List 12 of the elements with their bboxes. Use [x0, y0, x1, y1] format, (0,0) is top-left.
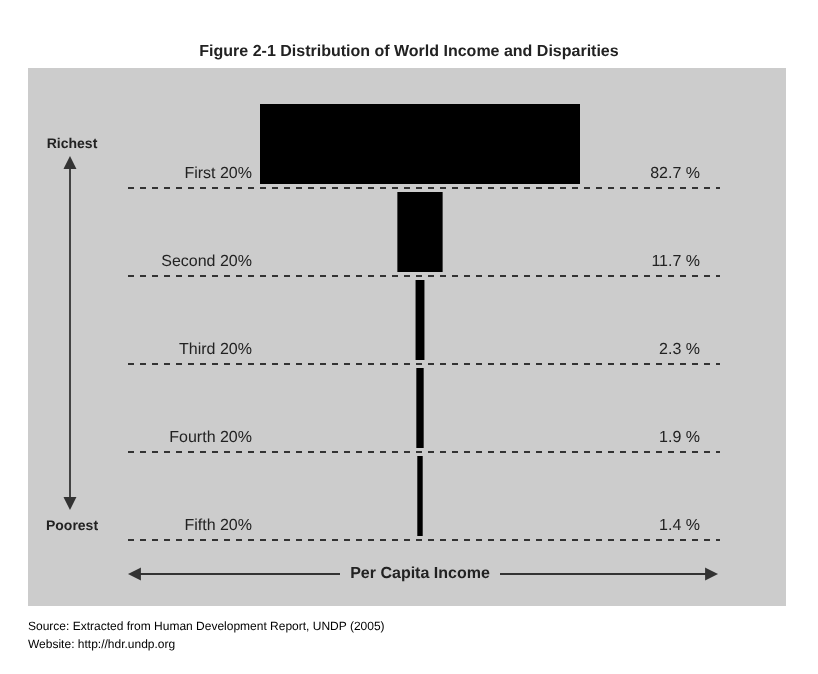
data-label: 1.4 % — [659, 516, 700, 534]
data-label: 1.9 % — [659, 428, 700, 446]
data-label: 82.7 % — [650, 164, 700, 182]
text: Per Capita Income — [350, 564, 491, 582]
data-label: 2.3 % — [659, 340, 700, 358]
category-label: Fourth 20% — [169, 428, 252, 446]
text: Figure 2-1 Distribution of World Income and Disparities — [199, 42, 620, 60]
category-label: First 20% — [184, 164, 252, 182]
category-label: Fifth 20% — [184, 516, 252, 534]
data-label: 11.7 % — [651, 252, 700, 270]
category-label: Second 20% — [161, 252, 252, 270]
category-label: Third 20% — [179, 340, 252, 358]
